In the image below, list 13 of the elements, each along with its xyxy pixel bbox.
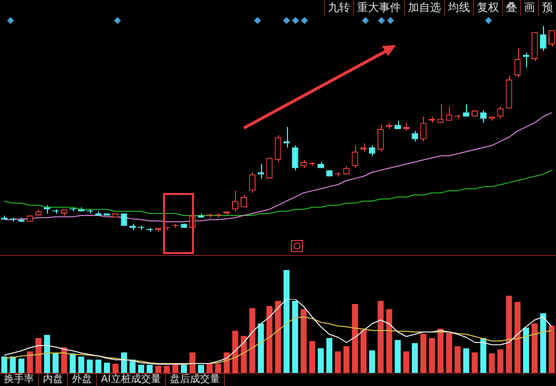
text: 复权 [473, 0, 502, 16]
text: 均线 [444, 0, 473, 16]
text: 画 [520, 0, 538, 16]
text: 九转 [324, 0, 353, 16]
text: 盘后成交量 [166, 374, 225, 386]
text: 内盘 [39, 374, 68, 386]
text: 加自选 [404, 0, 444, 16]
text: 预 [538, 0, 556, 16]
text: 换手率 [0, 374, 39, 386]
text: 叠 [502, 0, 520, 16]
text: 重大事件 [353, 0, 404, 16]
text: 外盘 [68, 374, 97, 386]
text: AI立桩成交量 [97, 374, 166, 386]
